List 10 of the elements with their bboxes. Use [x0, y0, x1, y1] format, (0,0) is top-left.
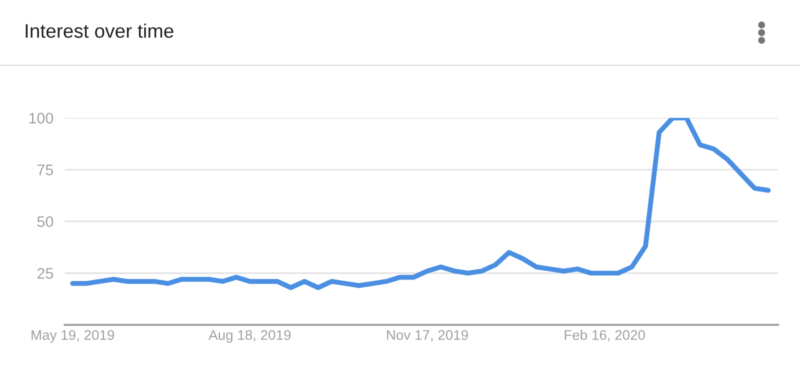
y-tick-label: 25 — [37, 268, 54, 279]
x-tick-label: May 19, 2019 — [32, 330, 114, 343]
y-tick-label: 50 — [37, 216, 54, 228]
chart-title: Interest over time — [26, 24, 174, 38]
x-tick-label: Aug 18, 2019 — [208, 330, 291, 343]
x-tick-label: Nov 17, 2019 — [387, 330, 468, 342]
line-series — [70, 118, 771, 290]
y-tick-label: 75 — [37, 164, 54, 176]
y-tick-label: 100 — [29, 112, 54, 124]
x-tick-label: Feb 16, 2020 — [564, 330, 645, 342]
